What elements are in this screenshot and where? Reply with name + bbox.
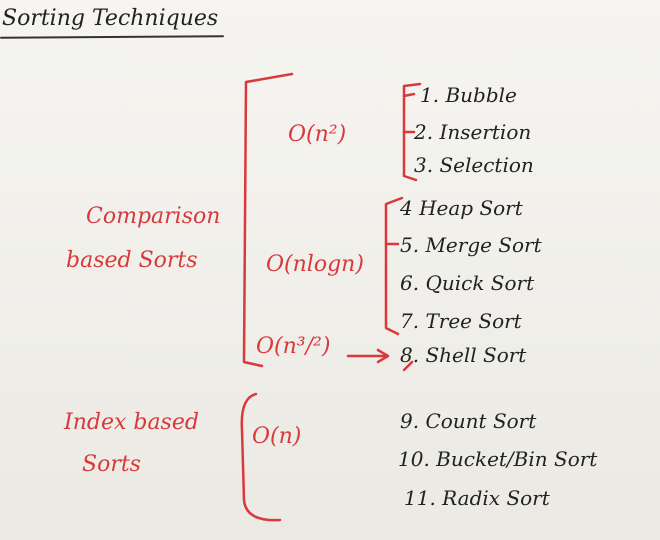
- board-title: Sorting Techniques: [2, 6, 219, 31]
- sort-item: 9. Count Sort: [400, 409, 537, 433]
- sort-item: 2. Insertion: [413, 120, 531, 144]
- sort-item: 1. Bubble: [420, 83, 517, 107]
- sort-item: 8. Shell Sort: [400, 343, 527, 367]
- sort-item: 3. Selection: [414, 153, 534, 177]
- complexity-n: O(n): [252, 424, 302, 449]
- sort-item: 11. Radix Sort: [404, 486, 551, 510]
- sort-item: 7. Tree Sort: [400, 309, 523, 333]
- complexity-n-three-halves: O(n³/²): [256, 334, 331, 359]
- category-comparison-line1: Comparison: [86, 204, 221, 229]
- category-index-line2: Sorts: [82, 452, 141, 477]
- sort-item: 4 Heap Sort: [399, 196, 524, 220]
- complexity-nlogn: O(nlogn): [266, 252, 364, 277]
- arrow-bubble: [402, 92, 416, 98]
- bracket-index: [240, 392, 282, 522]
- sort-item: 5. Merge Sort: [400, 233, 543, 257]
- category-index-line1: Index based: [64, 410, 199, 435]
- sort-item: 10. Bucket/Bin Sort: [398, 447, 598, 471]
- bracket-group-nlogn: [384, 196, 404, 336]
- complexity-n-squared: O(n²): [288, 122, 347, 147]
- sort-item: 6. Quick Sort: [400, 271, 535, 295]
- category-comparison-line2: based Sorts: [66, 248, 198, 273]
- bracket-comparison: [242, 72, 294, 368]
